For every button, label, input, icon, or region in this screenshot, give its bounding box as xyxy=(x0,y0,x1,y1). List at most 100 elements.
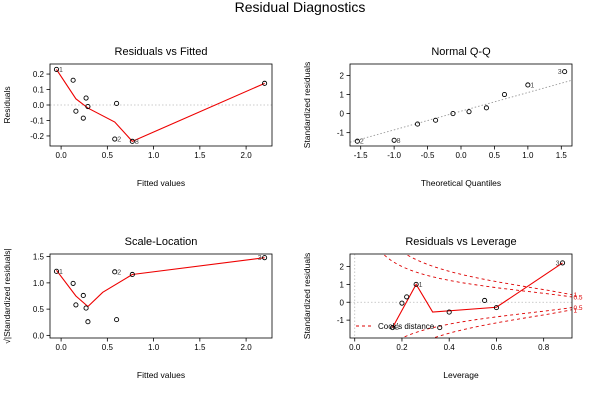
qq-x-tick-label-1: -1.0 xyxy=(387,151,401,160)
qq-data-point-4 xyxy=(450,111,456,117)
rvl-x-tick-label-0: 0.0 xyxy=(349,343,361,352)
rvf-point-label-6: 2 xyxy=(117,137,121,144)
rvf-y-tick-label-3: 0.1 xyxy=(33,86,45,95)
rvl-y-tick-label-2: 1 xyxy=(340,280,345,289)
sl-data-point-5 xyxy=(85,319,91,325)
qq-data-point-2 xyxy=(414,121,421,127)
qq-data-point-1 xyxy=(391,137,397,143)
rvf-data-point-7 xyxy=(114,100,120,107)
qq-data-point-9 xyxy=(562,69,568,75)
sl-y-tick-label-3: 1.5 xyxy=(33,253,45,262)
rvl-legend-label: Cook's distance xyxy=(378,322,435,331)
rvl-cooks-contour-lower-0 xyxy=(400,307,572,338)
rvl-data-point-8 xyxy=(560,260,566,266)
rvl-cooks-label-upper-1: 1 xyxy=(574,292,578,299)
qq-data-point-8 xyxy=(525,82,531,88)
sl-x-tick-label-0: 0.0 xyxy=(56,343,68,352)
rvl-data-point-4 xyxy=(437,325,443,331)
sl-point-label-6: 2 xyxy=(117,269,121,276)
qq-data-point-0 xyxy=(354,138,360,144)
rvf-data-point-0 xyxy=(53,66,60,72)
scale-location-panel: Scale-Location 1 2 3 0.0 0.5 1.0 1.5 2.0 0.0 0.5 1.… xyxy=(2,236,273,380)
rvl-data-point-0 xyxy=(389,325,396,331)
qq-y-tick-label-2: 1 xyxy=(340,91,345,100)
rvf-smoother-line xyxy=(56,69,265,143)
rvf-y-tick-label-1: -0.1 xyxy=(30,116,44,125)
qq-x-tick-label-4: 0.5 xyxy=(489,151,501,160)
sl-data-point-4 xyxy=(83,305,89,311)
rvf-data-point-2 xyxy=(73,108,79,114)
rvf-x-tick-label-1: 0.5 xyxy=(102,151,114,160)
qq-x-tick-label-2: -0.5 xyxy=(421,151,435,160)
qq-data-point-5 xyxy=(466,109,472,115)
qq-y-tick-label-1: 0 xyxy=(340,110,345,119)
sl-data-point-6 xyxy=(112,269,118,275)
qq-data-point-3 xyxy=(433,117,439,123)
qq-x-tick-label-5: 1.0 xyxy=(522,151,534,160)
sl-x-tick-label-2: 1.0 xyxy=(148,343,160,352)
rvl-title: Residuals vs Leverage xyxy=(405,236,516,248)
sl-data-point-7 xyxy=(114,317,120,323)
sl-x-tick-label-4: 2.0 xyxy=(241,343,253,352)
rvf-x-tick-label-0: 0.0 xyxy=(56,151,68,160)
sl-title: Scale-Location xyxy=(125,236,198,248)
rvl-x-tick-label-3: 0.6 xyxy=(491,343,503,352)
sl-data-point-8 xyxy=(129,271,135,278)
normal-qq-panel: Normal Q-Q 2 8 1 3 -1.5 -1.0 -0.5 0.0 0.5 1.0 1.5 -1… xyxy=(302,46,573,188)
rvf-x-tick-label-3: 1.5 xyxy=(194,151,206,160)
sl-x-tick-label-3: 1.5 xyxy=(194,343,206,352)
rvf-data-point-1 xyxy=(70,77,76,83)
sl-smoother-line xyxy=(56,257,265,308)
rvf-x-tick-label-4: 2.0 xyxy=(241,151,253,160)
qq-plot-frame xyxy=(349,63,573,147)
qq-data-point-6 xyxy=(483,105,489,111)
rvf-x-tick-label-2: 1.0 xyxy=(148,151,160,160)
rvl-data-point-1 xyxy=(399,300,405,306)
rvl-y-tick-label-1: 0 xyxy=(340,298,345,307)
sl-data-point-1 xyxy=(70,280,76,286)
qq-point-label-8: 1 xyxy=(530,82,534,89)
rvl-data-point-7 xyxy=(493,305,499,311)
sl-data-point-0 xyxy=(53,268,60,274)
sl-y-tick-label-0: 0.0 xyxy=(33,331,45,340)
sl-y-axis-label: √|Standardized residuals| xyxy=(2,248,12,344)
sl-data-point-3 xyxy=(80,292,86,299)
qq-point-label-9: 3 xyxy=(558,69,562,76)
rvf-data-point-3 xyxy=(80,115,86,121)
qq-reference-line xyxy=(350,79,572,143)
sl-data-point-9 xyxy=(262,255,268,261)
rvf-data-point-8 xyxy=(129,138,135,144)
sl-x-axis-label: Fitted values xyxy=(137,370,185,380)
qq-title: Normal Q-Q xyxy=(431,46,491,58)
rvf-data-point-9 xyxy=(262,80,268,86)
rvl-x-tick-label-2: 0.4 xyxy=(444,343,456,352)
rvf-title: Residuals vs Fitted xyxy=(115,46,208,58)
rvl-cooks-label-lower-1: 1 xyxy=(574,307,578,314)
sl-y-tick-label-1: 0.5 xyxy=(33,305,45,314)
qq-y-tick-label-3: 2 xyxy=(340,71,345,80)
rvl-data-point-5 xyxy=(446,309,452,315)
residuals-vs-fitted-panel: Residuals vs Fitted 1 2 8 0.0 0.5 1.0 1.5 2.0 -0.… xyxy=(2,46,273,188)
rvf-point-label-0: 1 xyxy=(59,67,63,74)
rvl-y-tick-label-0: -1 xyxy=(337,316,345,325)
sl-plot-frame xyxy=(49,253,273,339)
rvl-x-axis-label: Leverage xyxy=(443,370,479,380)
rvf-y-tick-label-4: 0.2 xyxy=(33,70,45,79)
rvf-data-point-5 xyxy=(85,103,91,110)
rvf-y-tick-label-2: 0.0 xyxy=(33,101,45,110)
rvf-point-label-8: 8 xyxy=(135,139,139,146)
rvf-data-point-4 xyxy=(83,95,89,101)
sl-data-point-2 xyxy=(73,302,79,308)
rvl-y-tick-label-3: 2 xyxy=(340,263,345,272)
rvf-y-tick-label-0: -0.2 xyxy=(30,132,44,141)
sl-y-tick-label-2: 1.0 xyxy=(33,279,45,288)
rvl-x-tick-label-4: 0.8 xyxy=(538,343,550,352)
sl-point-label-9: 3 xyxy=(258,255,262,262)
qq-data-point-7 xyxy=(501,91,508,98)
rvl-point-label-3: 1 xyxy=(419,282,423,289)
figure-title: Residual Diagnostics xyxy=(235,0,366,15)
sl-point-label-0: 1 xyxy=(59,269,63,276)
qq-x-tick-label-3: 0.0 xyxy=(455,151,467,160)
